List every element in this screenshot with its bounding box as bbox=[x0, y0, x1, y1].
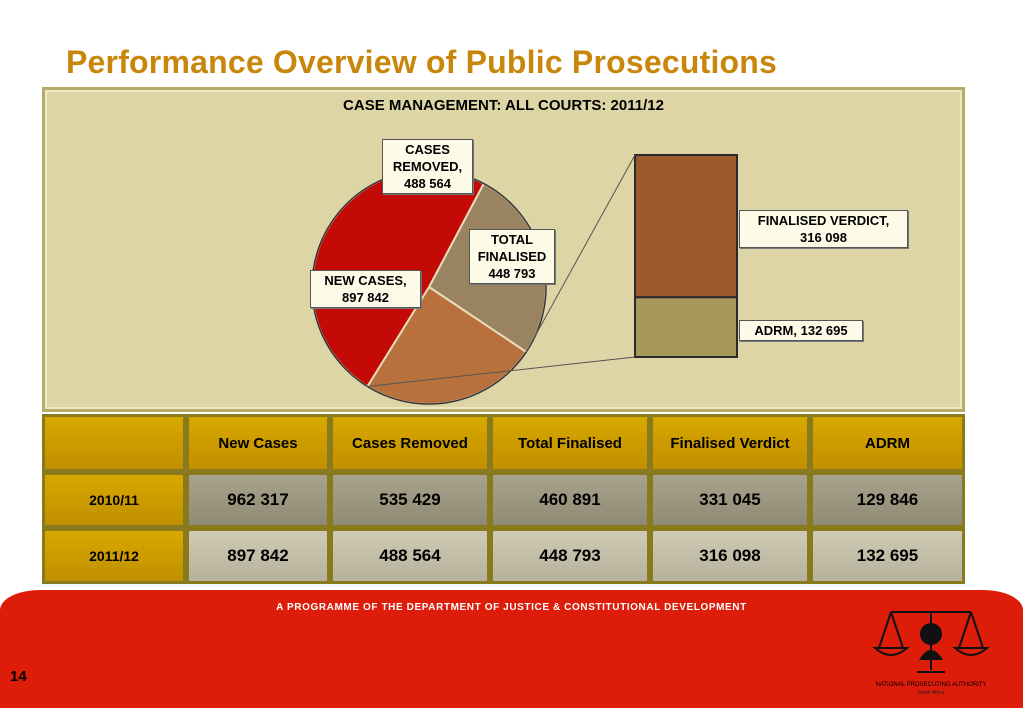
table-row: 2011/12 897 842 488 564 448 793 316 098 … bbox=[42, 528, 965, 584]
footer-band: A PROGRAMME OF THE DEPARTMENT OF JUSTICE… bbox=[0, 590, 1023, 708]
table-header-cell: Total Finalised bbox=[490, 414, 650, 472]
table-header-cell: Cases Removed bbox=[330, 414, 490, 472]
page-title: Performance Overview of Public Prosecuti… bbox=[66, 44, 778, 80]
table-cell: 448 793 bbox=[490, 528, 650, 584]
table-header-cell: ADRM bbox=[810, 414, 965, 472]
table-cell: 132 695 bbox=[810, 528, 965, 584]
table-cell: 962 317 bbox=[186, 472, 330, 528]
slice-label-cases-removed: CASES REMOVED, 488 564 bbox=[382, 139, 473, 194]
footer-programme-text: A PROGRAMME OF THE DEPARTMENT OF JUSTICE… bbox=[276, 602, 747, 613]
chart-panel: CASE MANAGEMENT: ALL COURTS: 2011/12 NEW… bbox=[42, 87, 965, 412]
table-cell: 316 098 bbox=[650, 528, 810, 584]
row-year-cell: 2010/11 bbox=[42, 472, 186, 528]
slice-label-new-cases: NEW CASES, 897 842 bbox=[310, 270, 421, 308]
page-number: 14 bbox=[10, 668, 27, 685]
bar-label-finalised-verdict: FINALISED VERDICT, 316 098 bbox=[739, 210, 908, 248]
chart-title: CASE MANAGEMENT: ALL COURTS: 2011/12 bbox=[343, 97, 664, 114]
table-row: 2010/11 962 317 535 429 460 891 331 045 … bbox=[42, 472, 965, 528]
pie-chart bbox=[311, 154, 738, 405]
table-header-cell: New Cases bbox=[186, 414, 330, 472]
row-year-cell: 2011/12 bbox=[42, 528, 186, 584]
table-header-row: New Cases Cases Removed Total Finalised … bbox=[42, 414, 965, 472]
table-cell: 460 891 bbox=[490, 472, 650, 528]
table-cell: 897 842 bbox=[186, 528, 330, 584]
table-cell: 129 846 bbox=[810, 472, 965, 528]
connector-line bbox=[367, 356, 636, 387]
table-header-cell: Finalised Verdict bbox=[650, 414, 810, 472]
connector-line bbox=[525, 154, 636, 353]
scales-of-justice-icon bbox=[872, 611, 990, 673]
npa-logo: NATIONAL PROSECUTING AUTHORITY South Afr… bbox=[861, 600, 1001, 700]
bar-segment-adrm bbox=[634, 296, 738, 358]
data-table: New Cases Cases Removed Total Finalised … bbox=[42, 414, 965, 584]
table-header-cell bbox=[42, 414, 186, 472]
bar-label-adrm: ADRM, 132 695 bbox=[739, 320, 863, 341]
logo-subcaption: South Africa bbox=[917, 690, 945, 696]
logo-caption: NATIONAL PROSECUTING AUTHORITY bbox=[875, 682, 987, 688]
table-cell: 535 429 bbox=[330, 472, 490, 528]
slice-label-total-finalised: TOTAL FINALISED 448 793 bbox=[469, 229, 555, 284]
table-cell: 488 564 bbox=[330, 528, 490, 584]
bar-segment-finalised-verdict bbox=[634, 154, 738, 299]
table-cell: 331 045 bbox=[650, 472, 810, 528]
